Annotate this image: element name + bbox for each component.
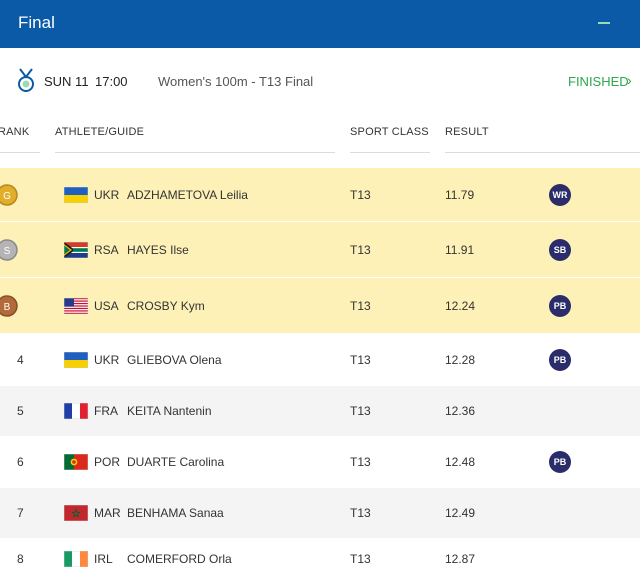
usa-flag-icon: [64, 298, 88, 314]
sport-class: T13: [350, 299, 371, 313]
sport-class: T13: [350, 455, 371, 469]
record-badge: WR: [549, 184, 571, 206]
table-row[interactable]: G UKR ADZHAMETOVA Leilia T13 11.79 WR: [0, 168, 640, 222]
medal-badge: B: [0, 295, 18, 317]
country-code: POR: [94, 455, 121, 469]
rank-value: 4: [17, 353, 24, 367]
record-badge: SB: [549, 239, 571, 261]
column-header-athlete: ATHLETE/GUIDE: [55, 126, 145, 138]
result-value: 12.87: [445, 552, 476, 566]
divider: [55, 152, 335, 153]
section-title: Final: [18, 13, 55, 32]
rank-value: 5: [17, 404, 24, 418]
record-badge: PB: [549, 349, 571, 371]
table-row[interactable]: B USA CROSBY Kym T13 12.24 PB: [0, 278, 640, 334]
athlete-name[interactable]: HAYES Ilse: [127, 243, 189, 257]
rank-value: 8: [17, 552, 24, 566]
divider: [0, 152, 40, 153]
country-code: UKR: [94, 353, 120, 367]
south-africa-flag-icon: [64, 242, 88, 258]
svg-text:G: G: [3, 191, 11, 202]
result-value: 12.36: [445, 404, 476, 418]
medal-icon: [18, 68, 34, 92]
athlete-name[interactable]: KEITA Nantenin: [127, 404, 212, 418]
country-code: RSA: [94, 243, 119, 257]
result-value: 12.48: [445, 455, 476, 469]
result-value: 12.24: [445, 299, 476, 313]
table-row[interactable]: 4 UKR GLIEBOVA Olena T13 12.28 PB: [0, 334, 640, 386]
divider: [445, 152, 640, 153]
record-badge: PB: [549, 295, 571, 317]
chevron-right-icon[interactable]: ›: [627, 72, 632, 88]
svg-text:S: S: [4, 246, 11, 257]
sport-class: T13: [350, 552, 371, 566]
athlete-name[interactable]: GLIEBOVA Olena: [127, 353, 222, 367]
table-row[interactable]: S RSA HAYES Ilse T13 11.91 SB: [0, 222, 640, 278]
event-name: Women's 100m - T13 Final: [158, 74, 314, 89]
result-value: 11.91: [445, 243, 475, 257]
section-header[interactable]: Final: [0, 0, 640, 48]
france-flag-icon: [64, 403, 88, 419]
morocco-flag-icon: [64, 505, 88, 521]
event-day: SUN 11: [44, 74, 89, 89]
collapse-icon[interactable]: [598, 22, 610, 24]
divider: [350, 152, 430, 153]
sport-class: T13: [350, 353, 371, 367]
event-status[interactable]: FINISHED: [568, 74, 629, 89]
ireland-flag-icon: [64, 551, 88, 567]
column-header-rank: RANK: [0, 126, 30, 138]
table-row[interactable]: 8 IRL COMERFORD Orla T13 12.87: [0, 538, 640, 580]
ukraine-flag-icon: [64, 187, 88, 203]
ukraine-flag-icon: [64, 352, 88, 368]
country-code: IRL: [94, 552, 113, 566]
table-row[interactable]: 5 FRA KEITA Nantenin T13 12.36: [0, 386, 640, 436]
country-code: MAR: [94, 506, 121, 520]
table-row[interactable]: 6 POR DUARTE Carolina T13 12.48 PB: [0, 436, 640, 488]
country-code: UKR: [94, 188, 120, 202]
table-row[interactable]: 7 MAR BENHAMA Sanaa T13 12.49: [0, 488, 640, 538]
portugal-flag-icon: [64, 454, 88, 470]
athlete-name[interactable]: DUARTE Carolina: [127, 455, 225, 469]
column-header-result: RESULT: [445, 126, 489, 138]
country-code: FRA: [94, 404, 118, 418]
country-code: USA: [94, 299, 119, 313]
rank-value: 7: [17, 506, 24, 520]
column-header-sport-class: SPORT CLASS: [350, 126, 429, 138]
sport-class: T13: [350, 506, 371, 520]
athlete-name[interactable]: COMERFORD Orla: [127, 552, 232, 566]
result-value: 12.28: [445, 353, 476, 367]
result-value: 11.79: [445, 188, 475, 202]
sport-class: T13: [350, 404, 371, 418]
athlete-name[interactable]: BENHAMA Sanaa: [127, 506, 224, 520]
medal-badge: S: [0, 239, 18, 261]
athlete-name[interactable]: CROSBY Kym: [127, 299, 205, 313]
event-time: 17:00: [95, 74, 128, 89]
event-bar[interactable]: SUN 11 17:00 Women's 100m - T13 Final FI…: [0, 58, 640, 106]
athlete-name[interactable]: ADZHAMETOVA Leilia: [127, 188, 248, 202]
svg-text:B: B: [4, 302, 11, 313]
sport-class: T13: [350, 243, 371, 257]
record-badge: PB: [549, 451, 571, 473]
rank-value: 6: [17, 455, 24, 469]
medal-badge: G: [0, 184, 18, 206]
result-value: 12.49: [445, 506, 476, 520]
sport-class: T13: [350, 188, 371, 202]
